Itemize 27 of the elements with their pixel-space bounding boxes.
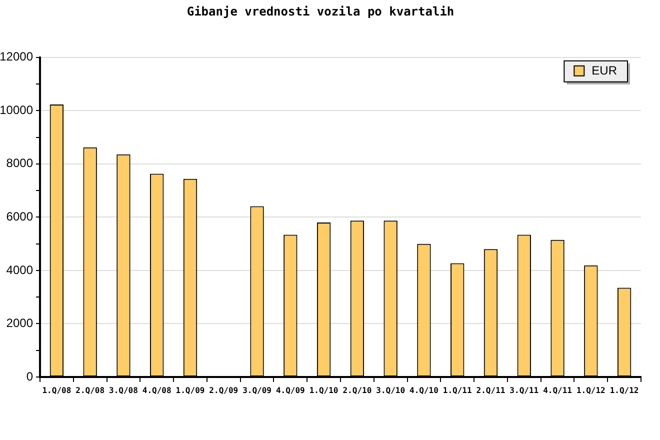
x-tick-label: 1.Q/12: [576, 386, 606, 395]
x-tick-label: 4.Q/08: [142, 386, 172, 395]
y-tick-label: 0: [26, 369, 34, 384]
x-tick-label: 2.Q/08: [76, 386, 105, 395]
legend-label: EUR: [592, 64, 618, 78]
y-tick-label: 6000: [6, 210, 34, 224]
x-tick-label: 1.Q/08: [42, 386, 72, 395]
x-tick-label: 4.Q/11: [543, 386, 572, 395]
x-tick-label: 2.Q/10: [342, 386, 372, 395]
chart-title: Gibanje vrednosti vozila po kvartalih: [186, 4, 454, 18]
x-tick-label: 3.Q/09: [242, 386, 272, 395]
y-tick-label: 2000: [6, 316, 34, 330]
y-tick-label: 4000: [6, 262, 34, 277]
x-tick-label: 3.Q/11: [510, 386, 539, 395]
y-tick-label: 12000: [0, 50, 34, 64]
x-tick-label: 3.Q/08: [109, 386, 138, 395]
x-tick-label: 4.Q/09: [276, 386, 306, 395]
x-tick-label: 4.Q/10: [410, 386, 439, 395]
x-tick-label: 2.Q/11: [476, 386, 506, 395]
y-tick-label: 8000: [6, 156, 34, 170]
x-tick-label: 1.Q/12: [610, 386, 639, 395]
x-tick-label: 2.Q/09: [209, 386, 238, 395]
x-tick-label: 1.Q/10: [309, 386, 338, 395]
x-tick-label: 1.Q/11: [442, 386, 472, 395]
y-tick-label: 10000: [0, 102, 34, 117]
x-tick-label: 1.Q/09: [176, 386, 205, 395]
x-tick-label: 3.Q/10: [376, 386, 406, 395]
